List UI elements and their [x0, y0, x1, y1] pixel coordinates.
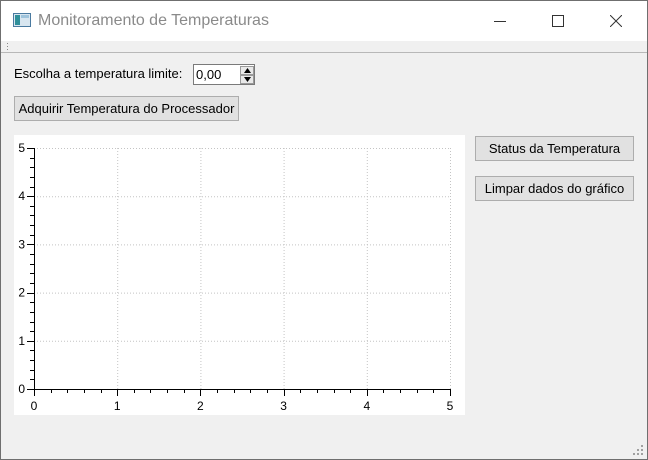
- resize-grip-icon[interactable]: [633, 445, 643, 455]
- close-icon: [610, 15, 622, 27]
- window-app-icon: [13, 13, 31, 27]
- temperature-chart: 0 1 2 3 4 5 0 1 2 3 4 5: [14, 135, 465, 415]
- window-title: Monitoramento de Temperaturas: [38, 12, 269, 29]
- close-button[interactable]: [593, 1, 639, 41]
- x-tick-label: 1: [114, 399, 121, 413]
- x-tick-label: 2: [197, 399, 204, 413]
- maximize-button[interactable]: [535, 1, 581, 41]
- x-tick-label: 3: [280, 399, 287, 413]
- chart-canvas: 0 1 2 3 4 5 0 1 2 3 4 5: [18, 141, 454, 413]
- minimize-button[interactable]: [477, 1, 523, 41]
- toolbar-grip-icon[interactable]: [6, 43, 9, 50]
- limit-temperature-label: Escolha a temperatura limite:: [14, 66, 183, 81]
- spin-up-arrow-icon: [244, 68, 251, 73]
- y-tick-label: 5: [18, 141, 25, 155]
- acquire-temperature-button[interactable]: Adquirir Temperatura do Processador: [14, 96, 239, 121]
- y-tick-label: 3: [18, 237, 25, 251]
- limit-temperature-input[interactable]: [196, 66, 236, 83]
- temperature-status-button[interactable]: Status da Temperatura: [475, 136, 634, 161]
- y-tick-label: 2: [18, 286, 25, 300]
- x-tick-label: 0: [31, 399, 38, 413]
- y-tick-label: 1: [18, 334, 25, 348]
- spin-down-arrow-icon: [244, 77, 251, 82]
- y-tick-label: 0: [18, 382, 25, 396]
- maximize-icon: [552, 15, 564, 27]
- spin-up-button[interactable]: [240, 66, 254, 75]
- minimize-icon: [494, 21, 506, 22]
- toolbar-strip: [1, 41, 647, 53]
- spin-down-button[interactable]: [240, 75, 254, 84]
- title-bar[interactable]: Monitoramento de Temperaturas: [1, 1, 647, 41]
- x-tick-label: 4: [363, 399, 370, 413]
- y-tick-label: 4: [18, 189, 25, 203]
- clear-chart-button[interactable]: Limpar dados do gráfico: [475, 176, 634, 201]
- x-tick-label: 5: [447, 399, 454, 413]
- limit-temperature-spinbox[interactable]: [193, 64, 255, 85]
